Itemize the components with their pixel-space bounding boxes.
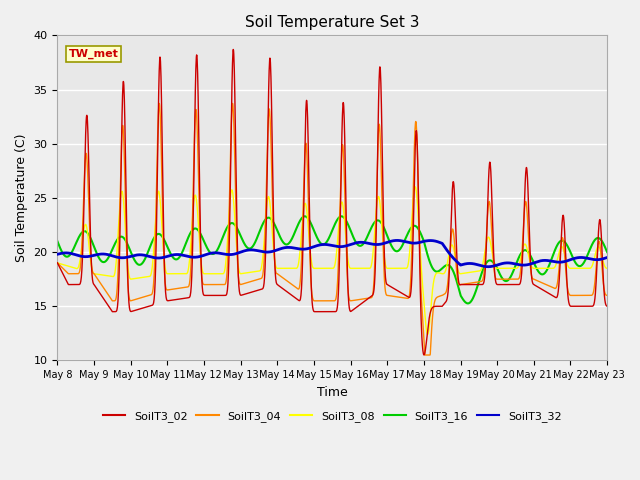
X-axis label: Time: Time [317, 386, 348, 399]
Legend: SoilT3_02, SoilT3_04, SoilT3_08, SoilT3_16, SoilT3_32: SoilT3_02, SoilT3_04, SoilT3_08, SoilT3_… [99, 407, 566, 426]
Title: Soil Temperature Set 3: Soil Temperature Set 3 [245, 15, 419, 30]
Text: TW_met: TW_met [68, 48, 118, 59]
Y-axis label: Soil Temperature (C): Soil Temperature (C) [15, 133, 28, 262]
